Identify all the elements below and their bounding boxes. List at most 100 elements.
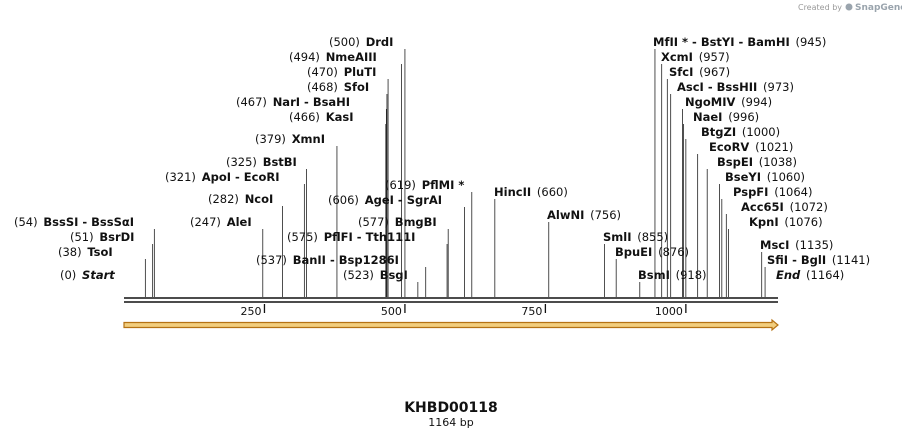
enzyme-name: XmnI [286,132,325,146]
enzyme-label[interactable]: SmlI (855) [603,230,668,244]
enzyme-position: (1038) [753,155,797,169]
enzyme-name: BspEI [717,155,753,169]
enzyme-label[interactable]: (494) NmeAIII [289,50,377,64]
enzyme-name: AscI [677,80,704,94]
enzyme-label-text: (470) PluTI [307,65,376,79]
enzyme-name: NmeAIII [320,50,377,64]
enzyme-label[interactable]: (523) BsgI [343,268,408,282]
enzyme-label-text: BsmI (918) [638,268,707,282]
enzyme-position: (468) [307,80,338,94]
enzyme-label[interactable]: (619) PflMI * [385,178,464,192]
enzyme-position: (1164) [800,268,844,282]
enzyme-label[interactable]: Acc65I (1072) [741,200,828,214]
enzyme-label[interactable]: SfiI - BglI (1141) [767,253,870,267]
enzyme-label[interactable]: HincII (660) [494,185,568,199]
enzyme-label[interactable]: (537) BanII - Bsp1286I [256,253,399,267]
enzyme-position: - [231,170,244,184]
enzyme-label[interactable]: (468) SfoI [307,80,369,94]
enzyme-label[interactable]: (500) DrdI [329,35,393,49]
enzyme-label[interactable]: MfII * - BstYI - BamHI (945) [653,35,826,49]
enzyme-label[interactable]: (38) TsoI [58,245,113,259]
sequence-backbone: 250 500 750 1000 [124,297,778,318]
enzyme-name: PluTI [338,65,376,79]
enzyme-position: - [394,193,407,207]
enzyme-name: BsrDI [94,230,135,244]
leader-lines [144,49,766,297]
enzyme-name: BstYI [701,35,735,49]
enzyme-label[interactable]: (282) NcoI [208,192,273,206]
enzyme-label[interactable]: BseYI (1060) [725,170,805,184]
enzyme-position: (325) [226,155,257,169]
enzyme-label[interactable]: SfcI (967) [669,65,730,79]
enzyme-label[interactable]: EcoRV (1021) [709,140,793,154]
enzyme-label[interactable]: (379) XmnI [255,132,325,146]
enzyme-label-text: HincII (660) [494,185,568,199]
enzyme-label[interactable]: PspFI (1064) [733,185,812,199]
enzyme-label[interactable]: (577) BmgBI [358,215,437,229]
enzyme-label[interactable]: (247) AleI [190,215,252,229]
enzyme-position: (996) [722,110,759,124]
enzyme-label[interactable]: AscI - BssHII (973) [677,80,794,94]
enzyme-name: EcoRI [244,170,280,184]
enzyme-position: (660) [531,185,568,199]
enzyme-label[interactable]: BpuEI (876) [615,245,689,259]
enzyme-label[interactable]: (467) NarI - BsaHI [236,95,350,109]
enzyme-label[interactable]: End (1164) [776,268,844,282]
enzyme-label[interactable]: (325) BstBI [226,155,297,169]
enzyme-label[interactable]: AlwNI (756) [547,208,621,222]
enzyme-position: (0) [60,268,76,282]
enzyme-position: (967) [693,65,730,79]
enzyme-label-text: SmlI (855) [603,230,668,244]
enzyme-position: (1141) [826,253,870,267]
enzyme-label[interactable]: MscI (1135) [760,238,833,252]
enzyme-label-text: AscI - BssHII (973) [677,80,794,94]
enzyme-name: Acc65I [741,200,784,214]
enzyme-label[interactable]: (606) AgeI - SgrAI [328,193,442,207]
enzyme-position: (945) [790,35,827,49]
enzyme-label-text: MfII * - BstYI - BamHI (945) [653,35,826,49]
enzyme-label-text: (575) PflFI - Tth111I [287,230,415,244]
enzyme-position: (1060) [761,170,805,184]
feature-arrow[interactable] [123,318,779,332]
enzyme-label[interactable]: (0) Start [60,268,115,282]
sequence-length: 1164 bp [428,416,473,429]
enzyme-position: - [300,95,313,109]
snapgene-logo-icon [845,3,853,11]
enzyme-label-text: (247) AleI [190,215,252,229]
enzyme-name: NgoMIV [685,95,735,109]
enzyme-position: - [788,253,801,267]
enzyme-label-text: (282) NcoI [208,192,273,206]
enzyme-label-text: (619) PflMI * [385,178,464,192]
enzyme-name: EcoRV [709,140,749,154]
enzyme-label[interactable]: (466) KasI [289,110,353,124]
enzyme-name: PspFI [733,185,768,199]
enzyme-name: BsaHI [313,95,350,109]
enzyme-name: End [776,268,801,282]
enzyme-label[interactable]: BtgZI (1000) [701,125,780,139]
sequence-title: KHBD00118 [404,400,498,416]
enzyme-label[interactable]: (321) ApoI - EcoRI [165,170,280,184]
enzyme-label[interactable]: (470) PluTI [307,65,376,79]
enzyme-label-text: NaeI (996) [693,110,759,124]
enzyme-position: (957) [693,50,730,64]
enzyme-label-text: Acc65I (1072) [741,200,828,214]
enzyme-label[interactable]: (575) PflFI - Tth111I [287,230,415,244]
axis-tick-label: 500 [381,305,402,318]
enzyme-label-text: (537) BanII - Bsp1286I [256,253,399,267]
enzyme-name: MscI [760,238,789,252]
enzyme-name: NarI [267,95,300,109]
enzyme-labels: (500) DrdI(494) NmeAIII(470) PluTI(468) … [14,35,870,282]
enzyme-label[interactable]: BsmI (918) [638,268,707,282]
enzyme-label[interactable]: (51) BsrDI [70,230,134,244]
enzyme-label[interactable]: KpnI (1076) [749,215,823,229]
enzyme-label[interactable]: BspEI (1038) [717,155,797,169]
enzyme-label[interactable]: NaeI (996) [693,110,759,124]
enzyme-label[interactable]: NgoMIV (994) [685,95,772,109]
watermark: Created by SnapGene [798,3,902,13]
enzyme-label-text: End (1164) [776,268,844,282]
enzyme-label[interactable]: (54) BssSI - BssSαI [14,215,134,229]
watermark-created-by: Created by [798,3,842,12]
enzyme-position: - [78,215,91,229]
enzyme-label[interactable]: XcmI (957) [661,50,730,64]
